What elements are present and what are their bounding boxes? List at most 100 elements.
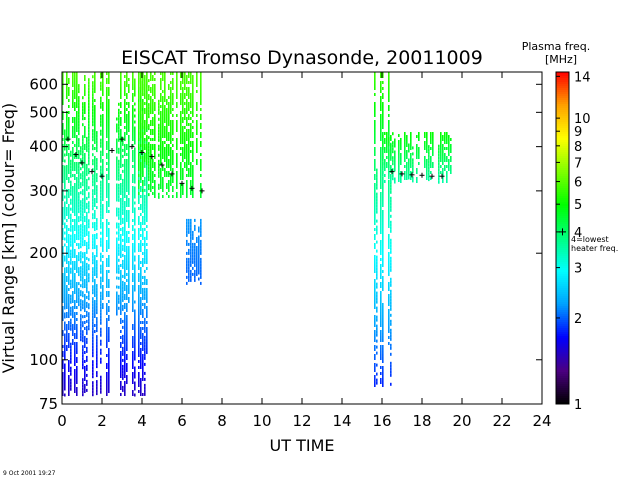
echo-cell: [108, 159, 110, 162]
echo-cell: [170, 129, 172, 132]
echo-cell: [382, 261, 384, 264]
echo-cell: [82, 111, 84, 115]
echo-cell: [122, 304, 124, 308]
echo-cell: [108, 165, 110, 168]
echo-cell: [122, 136, 124, 140]
echo-cell: [102, 132, 104, 135]
echo-cell: [412, 167, 414, 171]
echo-cell: [128, 231, 130, 234]
echo-cell: [92, 129, 94, 133]
echo-cell: [196, 144, 198, 147]
echo-cell: [388, 105, 390, 108]
echo-cell: [390, 135, 392, 138]
echo-cell: [142, 378, 144, 381]
colorbar-unit: [MHz]: [545, 53, 577, 66]
echo-cell: [380, 195, 382, 198]
echo-cell: [424, 165, 426, 168]
echo-cell: [172, 93, 174, 96]
echo-cell: [84, 207, 86, 210]
echo-cell: [144, 102, 146, 105]
colorbar-band: [556, 122, 569, 125]
echo-cell: [118, 177, 120, 181]
echo-cell: [122, 244, 124, 248]
echo-cell: [150, 186, 152, 189]
echo-cell: [92, 360, 94, 364]
echo-cell: [66, 123, 68, 126]
echo-cell: [64, 276, 66, 280]
echo-cell: [124, 234, 126, 237]
echo-cell: [404, 177, 406, 180]
echo-cell: [154, 150, 156, 153]
echo-cell: [142, 252, 144, 255]
echo-cell: [382, 198, 384, 201]
echo-cell: [382, 105, 384, 108]
echo-cell: [132, 156, 134, 159]
echo-cell: [140, 132, 142, 135]
echo-cell: [144, 320, 146, 324]
echo-cell: [92, 291, 94, 295]
echo-cell: [382, 201, 384, 204]
echo-cell: [146, 159, 148, 162]
echo-cell: [410, 177, 412, 180]
echo-cell: [108, 135, 110, 138]
echo-cell: [146, 309, 148, 312]
echo-cell: [116, 213, 118, 217]
echo-cell: [176, 153, 178, 156]
echo-cell: [88, 96, 90, 100]
echo-cell: [62, 144, 64, 147]
echo-cell: [102, 126, 104, 129]
echo-cell: [126, 336, 128, 339]
echo-cell: [182, 171, 184, 174]
echo-cell: [134, 207, 136, 211]
echo-cell: [100, 252, 102, 256]
echo-cell: [124, 258, 126, 261]
echo-cell: [100, 81, 102, 85]
echo-cell: [386, 162, 388, 165]
echo-cell: [92, 318, 94, 322]
echo-cell: [106, 219, 108, 222]
echo-cell: [198, 244, 200, 248]
echo-cell: [118, 195, 120, 199]
echo-cell: [160, 171, 162, 174]
echo-cell: [82, 393, 84, 397]
echo-cell: [96, 272, 98, 276]
echo-cell: [76, 270, 78, 273]
echo-cell: [118, 258, 120, 262]
echo-cell: [170, 183, 172, 186]
echo-cell: [76, 324, 78, 327]
echo-cell: [100, 114, 102, 118]
echo-cell: [160, 150, 162, 153]
echo-cell: [62, 180, 64, 183]
echo-cell: [124, 282, 126, 285]
echo-cell: [82, 321, 84, 325]
echo-cell: [392, 171, 394, 175]
echo-cell: [70, 351, 72, 355]
echo-cell: [134, 141, 136, 145]
echo-cell: [386, 150, 388, 153]
echo-cell: [128, 237, 130, 240]
echo-cell: [166, 186, 168, 189]
echo-cell: [408, 176, 410, 180]
echo-region: [374, 72, 392, 387]
echo-cell: [82, 267, 84, 271]
echo-cell: [122, 262, 124, 266]
echo-cell: [96, 308, 98, 312]
echo-cell: [134, 249, 136, 253]
echo-cell: [66, 120, 68, 123]
echo-cell: [68, 189, 70, 192]
echo-cell: [144, 326, 146, 330]
echo-cell: [62, 117, 64, 120]
echo-cell: [180, 132, 182, 135]
echo-cell: [100, 285, 102, 289]
echo-cell: [96, 164, 98, 168]
echo-cell: [118, 216, 120, 220]
echo-cell: [132, 273, 134, 276]
echo-cell: [428, 172, 430, 176]
echo-cell: [120, 321, 122, 324]
echo-cell: [140, 297, 142, 300]
echo-cell: [96, 167, 98, 171]
echo-cell: [388, 195, 390, 198]
echo-cell: [150, 177, 152, 180]
echo-cell: [158, 192, 160, 196]
echo-cell: [102, 225, 104, 228]
